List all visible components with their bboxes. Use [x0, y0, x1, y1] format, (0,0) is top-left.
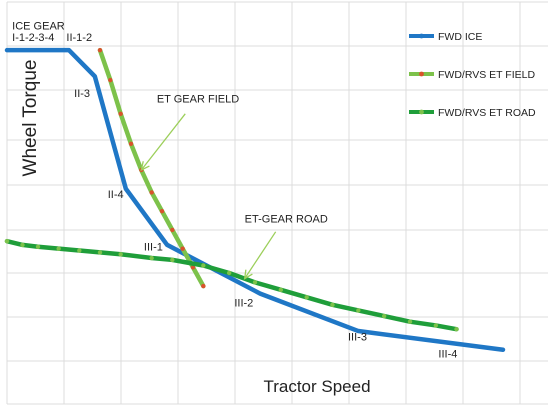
- data-point: [170, 227, 175, 233]
- legend-item: FWD/RVS ET FIELD: [409, 69, 535, 81]
- data-point: [4, 238, 10, 244]
- data-point: [108, 77, 113, 83]
- data-point: [407, 319, 413, 324]
- annotation-label: ET GEAR FIELD: [157, 94, 239, 106]
- data-point: [149, 255, 154, 261]
- data-point: [35, 244, 41, 249]
- data-point: [149, 190, 154, 195]
- data-point: [433, 323, 439, 328]
- data-point: [20, 242, 25, 248]
- data-point: [118, 252, 123, 257]
- annotation-label: III-3: [348, 331, 367, 343]
- data-point: [190, 265, 196, 270]
- data-point: [381, 313, 387, 319]
- chart-grid: [6, 1, 548, 405]
- annotation-label: III-1: [144, 242, 163, 254]
- data-point: [97, 250, 103, 255]
- legend-item: FWD/RVS ET ROAD: [409, 107, 536, 119]
- annotation-label: II-3: [74, 88, 90, 100]
- data-point: [56, 246, 61, 251]
- data-point: [356, 308, 361, 313]
- data-point: [170, 257, 175, 263]
- data-point: [226, 270, 232, 276]
- annotation-arrowhead: [243, 269, 253, 280]
- annotation-arrow: [140, 113, 186, 171]
- data-point: [454, 326, 459, 332]
- y-axis-label: Wheel Torque: [20, 60, 41, 177]
- data-point: [159, 209, 165, 214]
- series-2: [4, 238, 459, 332]
- annotation-label: ET-GEAR ROAD: [245, 213, 328, 225]
- annotation-label: II-4: [108, 189, 124, 201]
- legend-marker: [419, 71, 424, 77]
- series-line: [4, 47, 506, 353]
- data-point: [252, 280, 258, 285]
- data-point: [128, 141, 134, 146]
- data-point: [180, 246, 185, 251]
- data-point: [201, 263, 206, 268]
- legend-marker: [419, 109, 424, 115]
- data-point: [201, 283, 206, 289]
- annotation-arrow: [244, 231, 277, 279]
- annotation-label: III-2: [234, 298, 253, 310]
- legend-item: FWD ICE: [409, 31, 482, 43]
- annotation-label: I-1-2-3-4: [12, 32, 54, 44]
- data-point: [77, 248, 82, 253]
- data-point: [97, 47, 103, 53]
- series-0: [4, 47, 506, 353]
- legend-label: FWD/RVS ET ROAD: [438, 107, 536, 119]
- legend-label: FWD/RVS ET FIELD: [438, 69, 535, 81]
- annotation-arrowhead: [140, 161, 150, 172]
- x-axis-label: Tractor Speed: [263, 377, 370, 396]
- chart-legend: FWD ICE FWD/RVS ET FIELD FWD/RVS ET ROAD: [409, 31, 536, 119]
- annotation-label: II-1-2: [66, 32, 92, 44]
- series-line: [4, 238, 459, 332]
- chart-series: [4, 47, 506, 353]
- data-point: [118, 111, 123, 117]
- data-point: [278, 287, 284, 293]
- annotation-label: III-4: [438, 348, 457, 360]
- series-1: [97, 47, 206, 289]
- data-point: [304, 295, 309, 300]
- legend-label: FWD ICE: [438, 31, 482, 43]
- legend-marker: [419, 33, 424, 39]
- annotation-label: ICE GEAR: [12, 21, 65, 33]
- data-point: [330, 302, 335, 308]
